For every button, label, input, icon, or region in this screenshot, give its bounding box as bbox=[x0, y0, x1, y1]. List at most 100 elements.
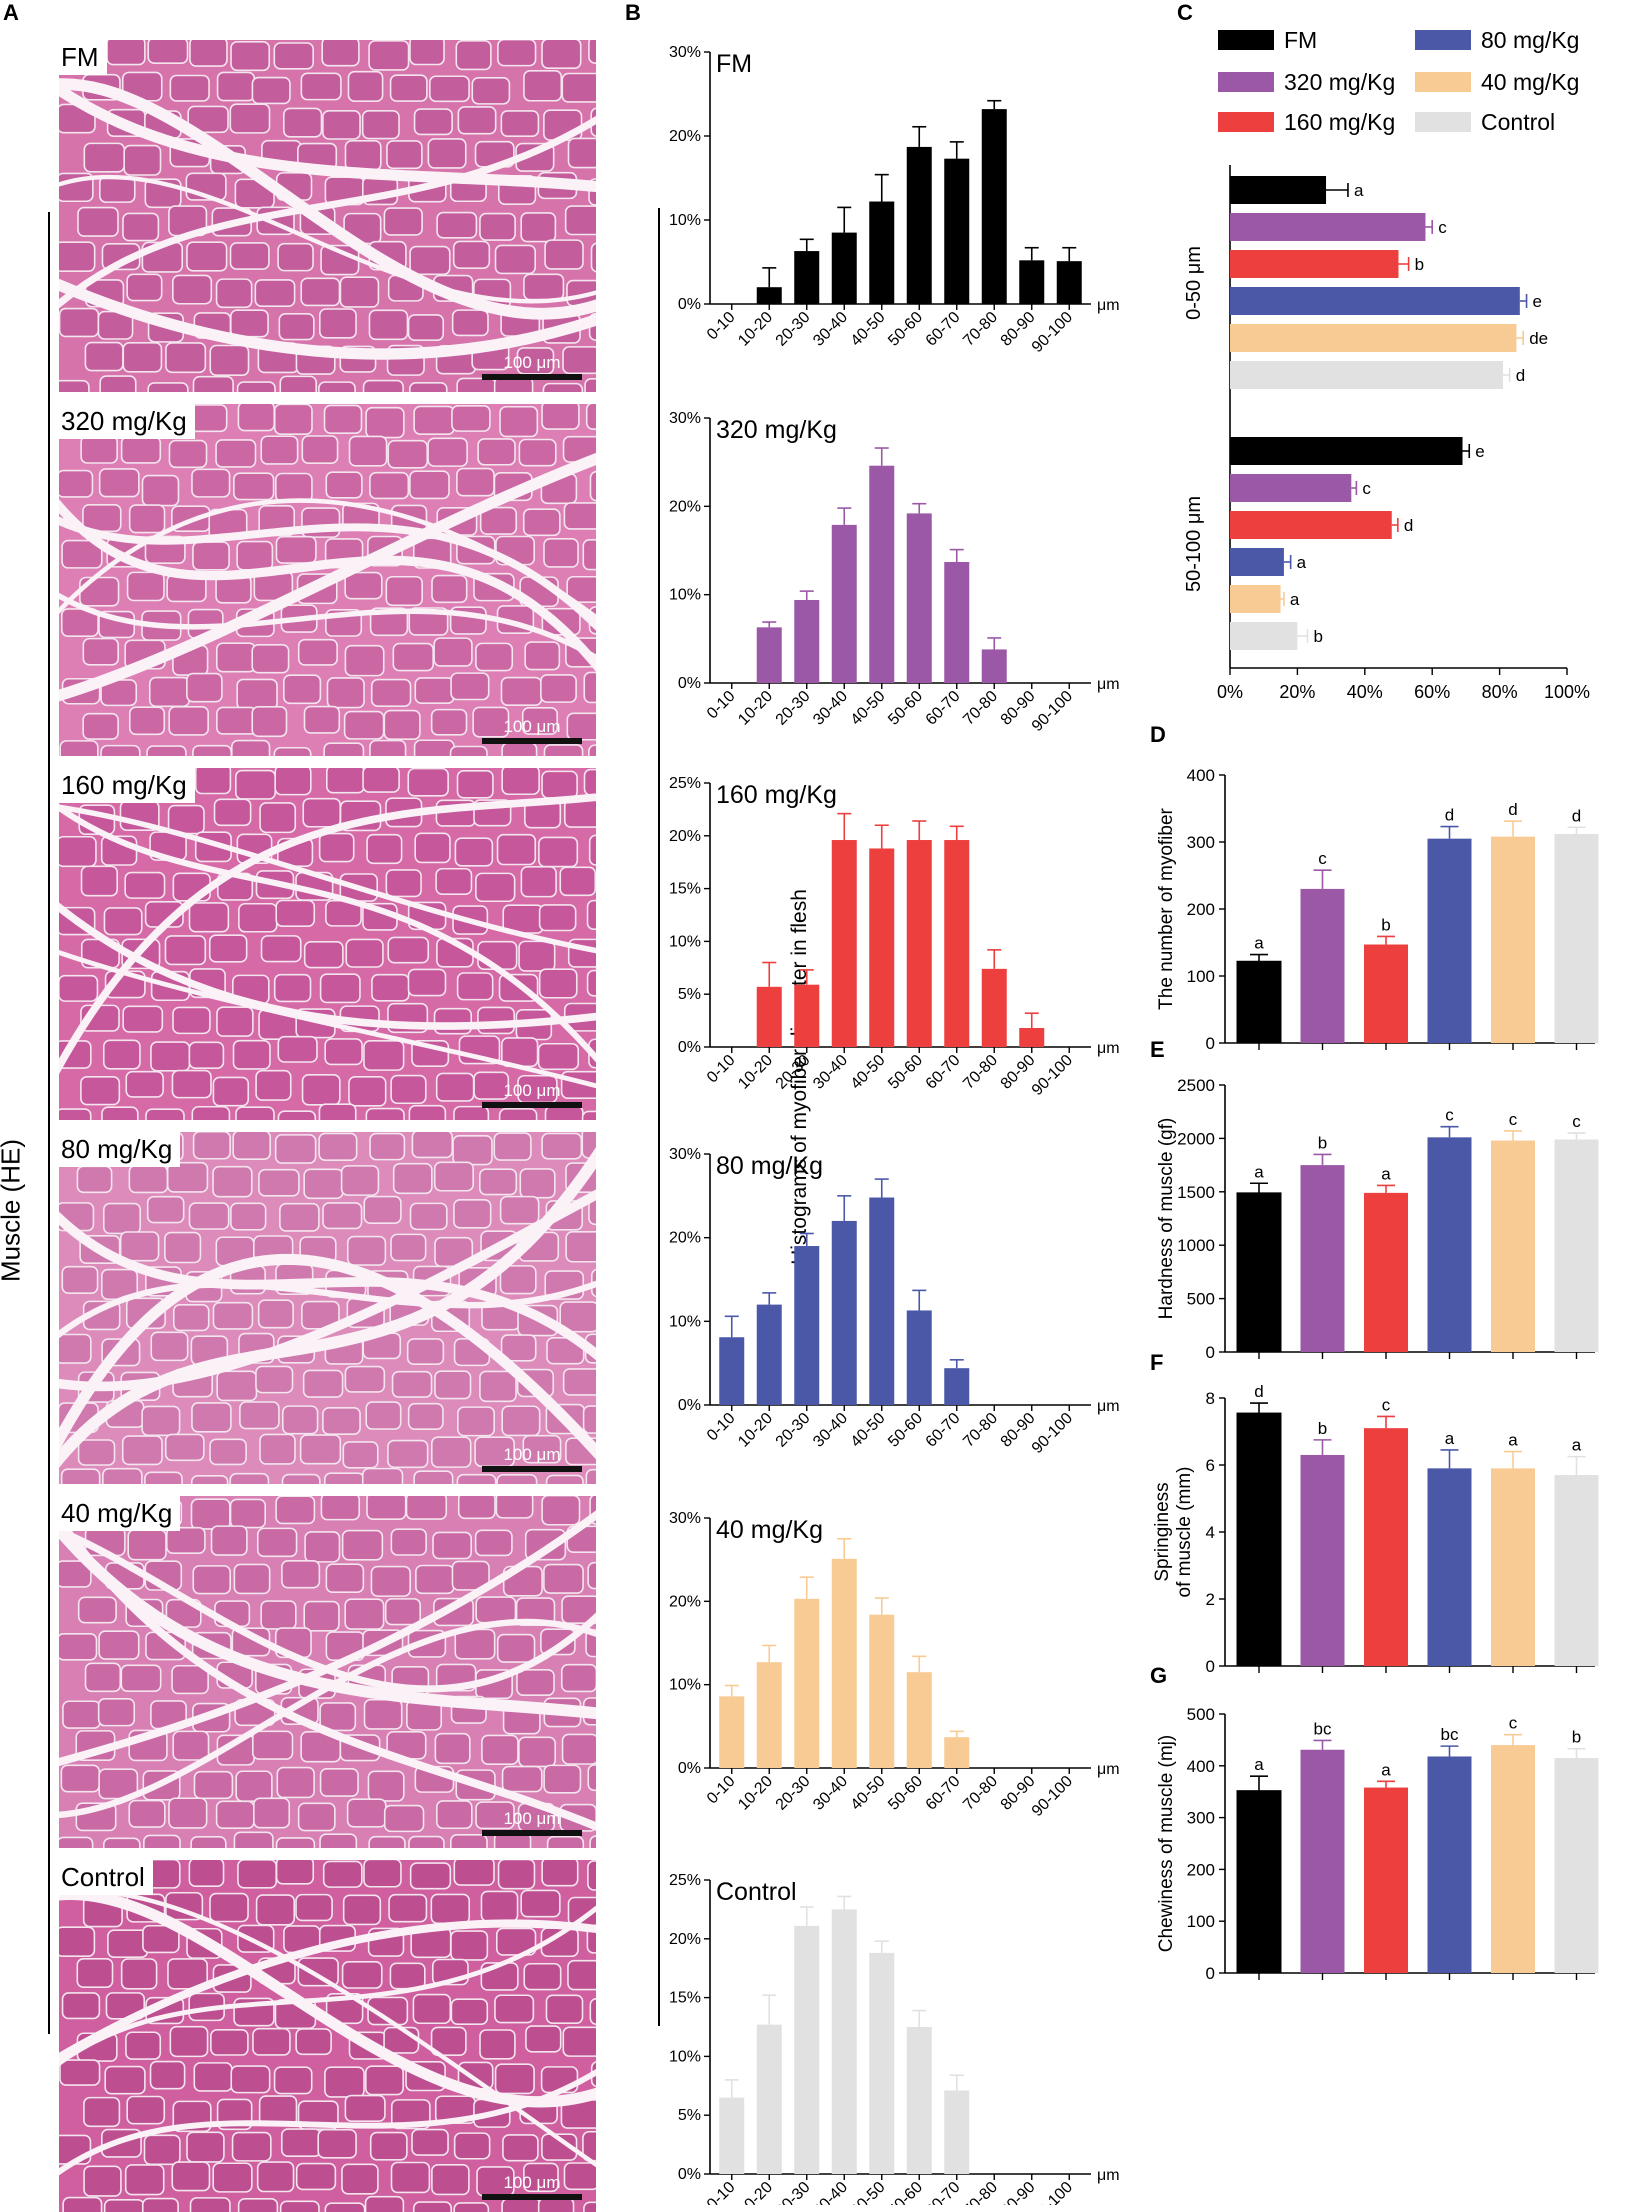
he-fiber-cell bbox=[61, 539, 103, 569]
he-fiber-cell bbox=[475, 1801, 515, 1830]
he-fiber-cell bbox=[275, 472, 313, 503]
he-fiber-cell bbox=[412, 1993, 452, 2025]
panelc-x-tick-label: 40% bbox=[1347, 682, 1383, 702]
chart-y-label: Hardness of muscle (gf) bbox=[1156, 1118, 1177, 1320]
he-fiber-cell bbox=[83, 2096, 121, 2128]
he-fiber-cell bbox=[546, 1835, 585, 1848]
hist-y-tick-label: 10% bbox=[669, 587, 701, 604]
he-fiber-cell bbox=[212, 1165, 253, 1198]
hist-bar bbox=[831, 840, 857, 1047]
he-tissue-gap bbox=[59, 115, 596, 309]
hist-y-tick-label: 0% bbox=[678, 1760, 701, 1777]
hist-x-tick-label: 70-80 bbox=[960, 688, 1001, 729]
he-fiber-cell bbox=[141, 474, 180, 507]
he-fiber-cell bbox=[586, 969, 596, 997]
he-texture bbox=[59, 404, 596, 756]
he-fiber-cell bbox=[230, 40, 271, 72]
he-fiber-cell bbox=[480, 1890, 519, 1923]
he-fiber-cell bbox=[193, 1770, 234, 1800]
he-fiber-cell bbox=[500, 1334, 537, 1362]
he-fiber-cell bbox=[411, 1132, 454, 1159]
chart-y-tick-label: 8 bbox=[1206, 1389, 1215, 1408]
he-fiber-cell bbox=[563, 502, 596, 530]
he-fiber-cell bbox=[341, 1961, 383, 1989]
he-fiber-cell bbox=[318, 381, 356, 392]
he-fiber-cell bbox=[501, 768, 540, 796]
he-fiber-cell bbox=[501, 742, 538, 756]
chart-bar bbox=[1491, 1745, 1535, 1973]
chart-bar bbox=[1364, 1192, 1408, 1352]
hist-bar bbox=[831, 232, 857, 304]
hist-title: 160 mg/Kg bbox=[716, 781, 837, 809]
he-fiber-cell bbox=[76, 1165, 113, 1194]
he-fiber-cell bbox=[59, 1633, 98, 1661]
hist-bar bbox=[944, 1737, 970, 1768]
he-fiber-cell bbox=[562, 346, 596, 375]
chart-y-tick-label: 200 bbox=[1187, 900, 1215, 919]
he-fiber-cell bbox=[273, 2066, 313, 2095]
hist-bar bbox=[1019, 1027, 1045, 1047]
he-fiber-cell bbox=[172, 1006, 211, 1035]
he-fiber-cell bbox=[260, 1600, 297, 1630]
he-fiber-cell bbox=[518, 438, 557, 467]
he-fiber-cell bbox=[103, 2199, 145, 2212]
he-fiber-cell bbox=[541, 2133, 578, 2161]
hist-bar bbox=[944, 2090, 970, 2174]
he-fiber-cell bbox=[365, 406, 405, 439]
he-fiber-cell bbox=[277, 242, 314, 272]
hist-x-tick-label: 20-30 bbox=[773, 309, 814, 350]
hist-x-tick-label: 90-100 bbox=[1029, 1410, 1076, 1457]
chart-bar bbox=[1236, 960, 1282, 1044]
he-fiber-cell bbox=[255, 1894, 296, 1926]
he-fiber-cell bbox=[274, 768, 312, 796]
he-fiber-cell bbox=[190, 1836, 227, 1848]
he-fiber-cell bbox=[413, 1470, 454, 1484]
he-fiber-cell bbox=[321, 40, 360, 67]
panelc-group-label: 0-50 μm bbox=[1183, 246, 1205, 320]
he-image-3: 80 mg/Kg 100 μm bbox=[59, 1132, 596, 1484]
hist-x-tick-label: 40-50 bbox=[848, 1052, 889, 1093]
hist-bar bbox=[906, 513, 932, 683]
he-fiber-cell bbox=[581, 1110, 596, 1120]
hist-bar bbox=[869, 201, 895, 304]
he-tissue-gap bbox=[59, 82, 596, 193]
he-fiber-cell bbox=[76, 1957, 114, 1988]
he-fiber-cell bbox=[453, 2202, 490, 2212]
chart-sig-letter: b bbox=[1318, 1419, 1327, 1438]
hist-x-tick-label: 10-20 bbox=[735, 688, 776, 729]
chart-y-tick-label: 300 bbox=[1187, 1809, 1215, 1828]
legend-label: FM bbox=[1284, 27, 1317, 53]
he-fiber-cell bbox=[125, 1070, 164, 1098]
panelc-bar bbox=[1230, 324, 1517, 352]
he-fiber-cell bbox=[451, 1560, 490, 1591]
chart-sig-letter: c bbox=[1572, 1112, 1581, 1131]
hist-x-tick-label: 60-70 bbox=[923, 2179, 964, 2205]
he-fiber-cell bbox=[98, 175, 136, 203]
he-fiber-cell bbox=[498, 1108, 538, 1120]
he-fiber-cell bbox=[347, 70, 384, 102]
he-fiber-cell bbox=[428, 75, 470, 103]
he-fiber-cell bbox=[84, 1662, 122, 1693]
scale-bar-text: 100 μm bbox=[503, 2173, 561, 2192]
he-fiber-cell bbox=[434, 1732, 471, 1765]
he-fiber-cell bbox=[277, 1035, 318, 1063]
he-fiber-cell bbox=[231, 2131, 272, 2162]
he-tissue-gap bbox=[59, 1526, 596, 1693]
hist-x-tick-label: 30-40 bbox=[810, 688, 851, 729]
hist-title: FM bbox=[716, 50, 752, 78]
he-fiber-cell bbox=[60, 1764, 101, 1793]
he-fiber-cell bbox=[582, 538, 596, 571]
he-fiber-cell bbox=[255, 1365, 294, 1394]
hist-x-tick-label: 70-80 bbox=[960, 1052, 1001, 1093]
he-fiber-cell bbox=[120, 1664, 162, 1692]
he-fiber-cell bbox=[431, 2163, 470, 2196]
panelc-bar bbox=[1230, 437, 1463, 465]
he-fiber-cell bbox=[475, 1596, 517, 1624]
he-fiber-cell bbox=[319, 1702, 357, 1732]
he-fiber-cell bbox=[541, 1132, 583, 1160]
chart-sig-letter: c bbox=[1509, 1110, 1518, 1129]
hist-y-tick-label: 15% bbox=[669, 881, 701, 898]
he-fiber-cell bbox=[59, 1836, 94, 1848]
he-fiber-cell bbox=[230, 739, 271, 756]
